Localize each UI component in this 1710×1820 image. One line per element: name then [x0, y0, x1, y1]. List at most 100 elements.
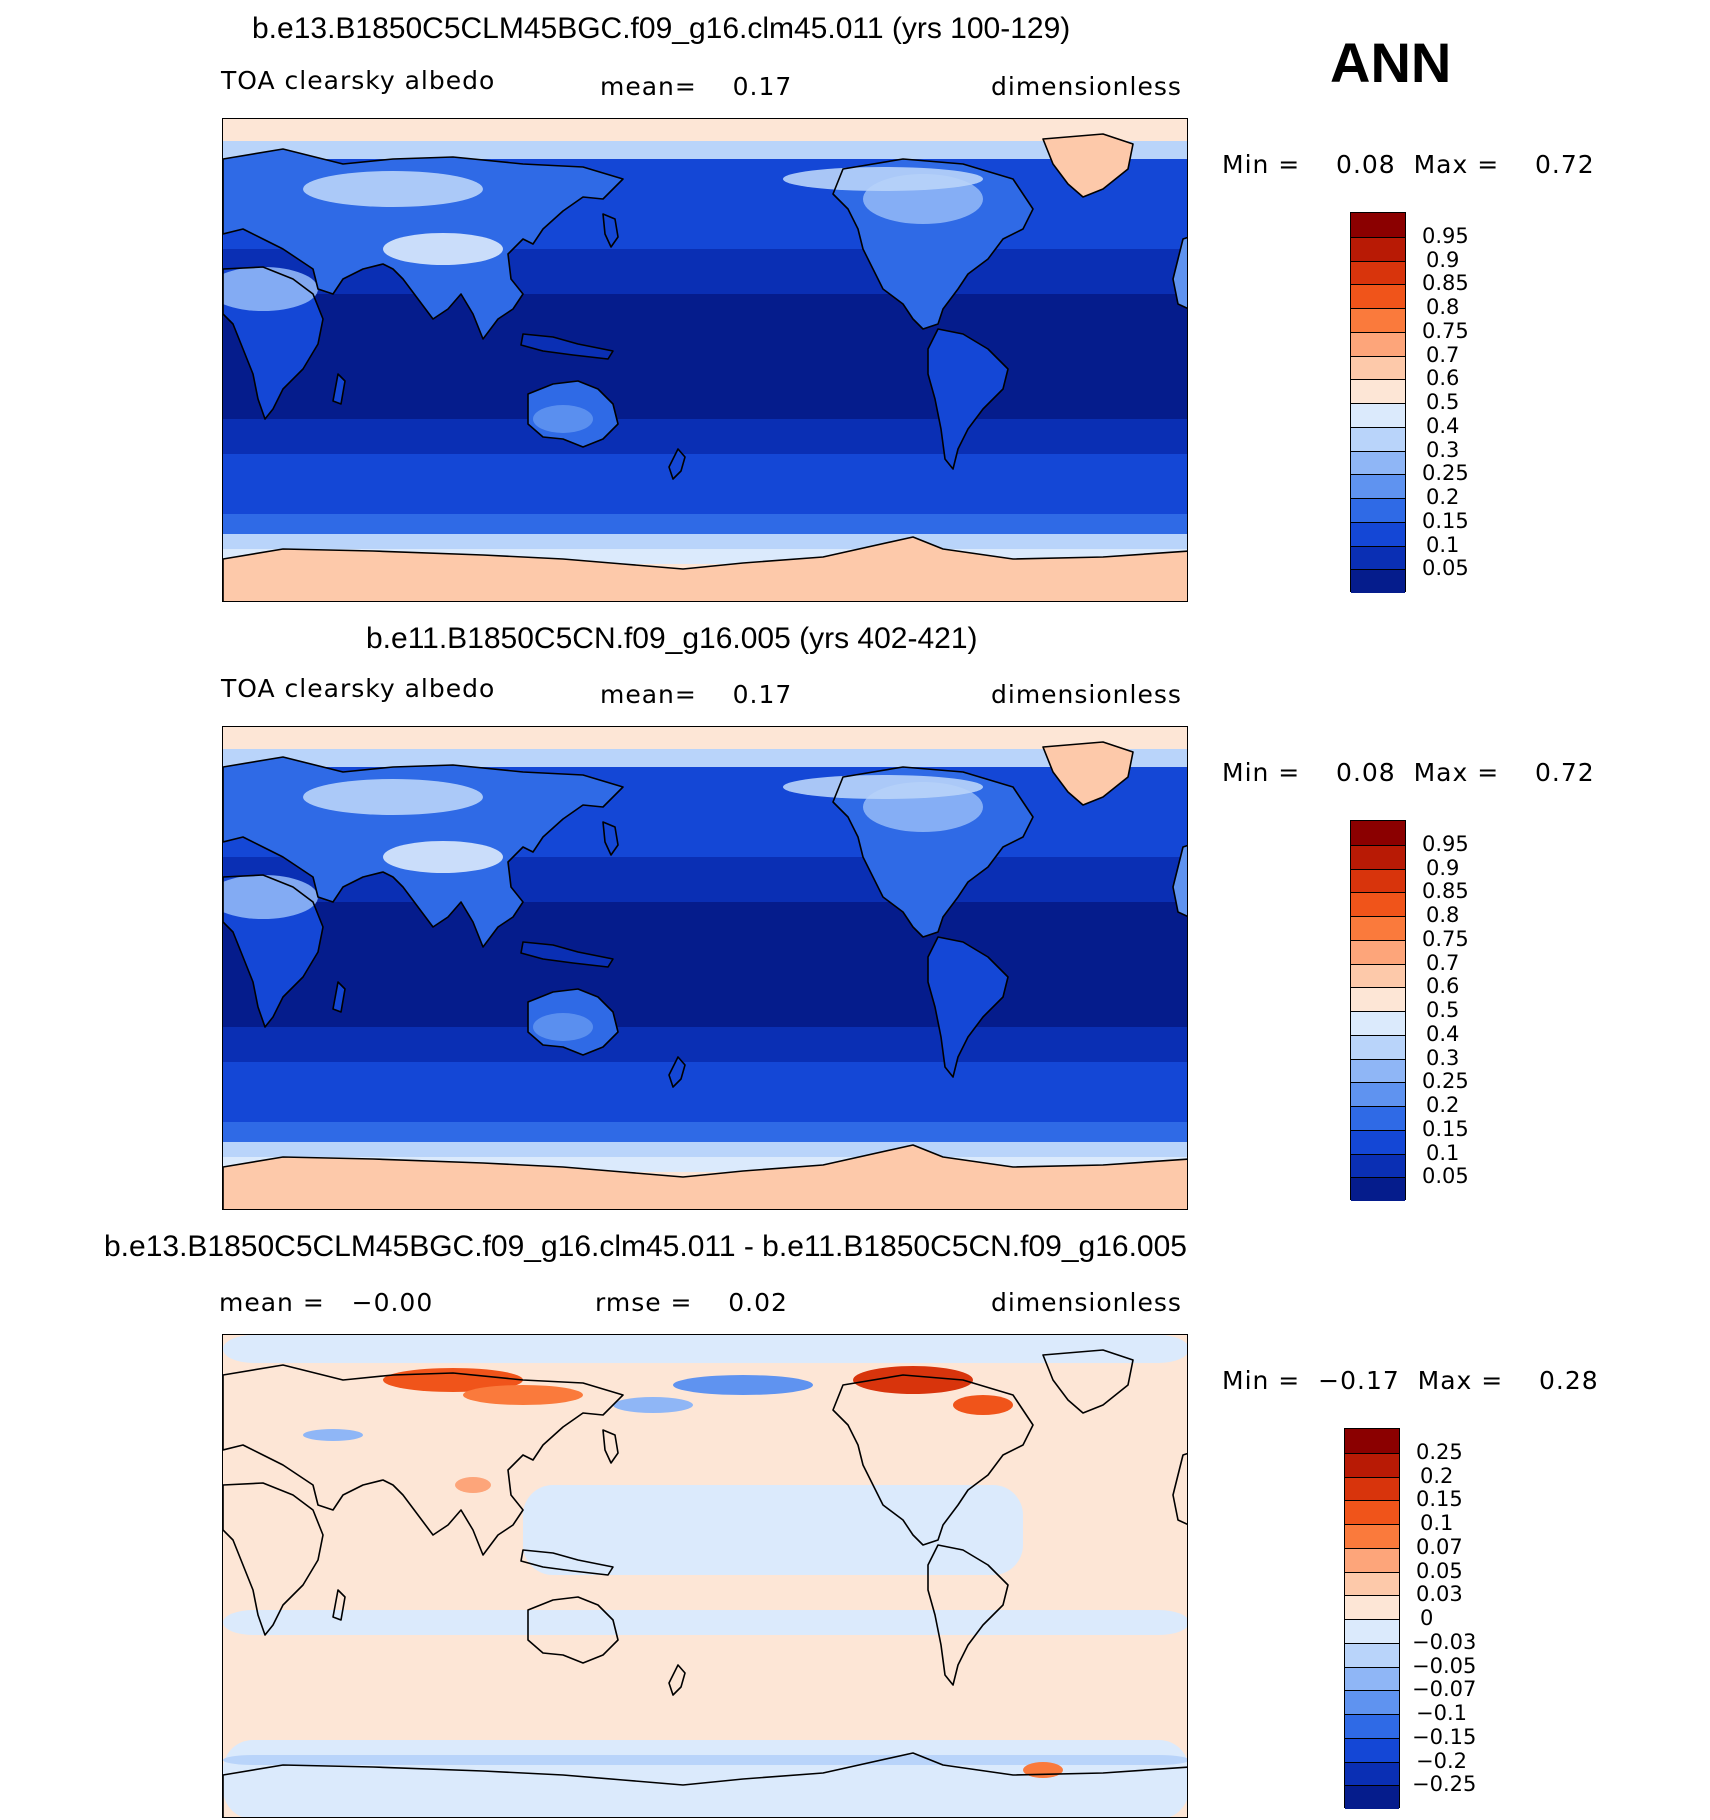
field-band: [223, 141, 1187, 159]
colorbar-tick-label: 0.5: [1426, 390, 1460, 414]
colorbar-swatch: [1351, 1106, 1405, 1130]
colorbar-swatch: [1351, 260, 1405, 285]
colorbar-tick-label: 0.95: [1422, 223, 1469, 248]
land-field-europe: [1173, 845, 1187, 917]
colorbar-swatch: [1351, 403, 1405, 427]
colorbar-tick-label: −0.2: [1416, 1748, 1467, 1773]
colorbar-tick-label: 0.1: [1426, 1140, 1460, 1165]
field-band: [223, 902, 1187, 1027]
colorbar-tick-label: 0.8: [1426, 295, 1460, 319]
field-patch: [223, 875, 318, 919]
coastline-japan: [602, 1429, 619, 1464]
colorbar-tick-label: 0.25: [1422, 461, 1469, 486]
land-field-japan: [603, 822, 618, 855]
colorbar-swatch: [1351, 545, 1405, 570]
colorbar-tick-label: 0.2: [1426, 485, 1460, 509]
colorbar-tick-label: 0.3: [1426, 437, 1460, 462]
colorbar-tick-label: 0.1: [1420, 1511, 1454, 1535]
panel-1-title: b.e13.B1850C5CLM45BGC.f09_g16.clm45.011 …: [252, 12, 1071, 45]
field-anomaly-negative: [303, 1429, 363, 1441]
panel-2-minmax: Min = 0.08 Max = 0.72: [1222, 758, 1595, 787]
colorbar-tick-label: 0.7: [1426, 342, 1460, 367]
coastline-indonesia: [520, 941, 614, 968]
colorbar-tick-label: −0.15: [1412, 1724, 1477, 1749]
coastline-africa: [223, 1482, 324, 1636]
field-band: [223, 727, 1187, 749]
colorbar-swatch: [1351, 284, 1405, 308]
land-field-antarctica: [223, 537, 1187, 601]
colorbar-swatch: [1345, 1571, 1399, 1596]
colorbar-tick-label: 0.05: [1416, 1558, 1463, 1583]
panel-3-mean-label: mean = −0.00: [219, 1288, 434, 1317]
coastline-africa: [223, 874, 324, 1028]
colorbar-swatch: [1351, 1129, 1405, 1154]
colorbar-swatch: [1345, 1429, 1399, 1453]
colorbar-tick-label: 0.1: [1426, 532, 1460, 557]
colorbar-swatch: [1345, 1452, 1399, 1477]
season-label: ANN: [1330, 31, 1452, 94]
colorbar-tick-label: 0.5: [1426, 998, 1460, 1022]
coastline-samerica: [927, 328, 1009, 470]
panel-1-units-label: dimensionless: [991, 72, 1182, 101]
coastline-madagascar: [332, 981, 346, 1013]
field-region: [523, 1485, 1023, 1575]
field-band: [223, 419, 1187, 454]
colorbar-swatch: [1345, 1524, 1399, 1548]
land-field-indonesia: [521, 334, 613, 359]
colorbar-swatch: [1345, 1785, 1399, 1809]
coastline-greenland: [1042, 741, 1134, 806]
panel-2-title: b.e11.B1850C5CN.f09_g16.005 (yrs 402-421…: [366, 622, 978, 655]
field-patch: [783, 775, 983, 799]
colorbar-swatch: [1345, 1714, 1399, 1738]
panel-3-title: b.e13.B1850C5CLM45BGC.f09_g16.clm45.011 …: [104, 1230, 1187, 1263]
land-field-greenland: [1043, 742, 1133, 805]
field-anomaly-negative: [673, 1375, 813, 1395]
coastline-europe: [1172, 1452, 1187, 1525]
colorbar-tick-label: 0.15: [1422, 1116, 1469, 1141]
land-field-antarctica: [223, 1145, 1187, 1209]
colorbar-swatch: [1351, 868, 1405, 893]
coastline-australia: [527, 1596, 619, 1664]
colorbar-tick-label: 0.25: [1416, 1439, 1463, 1464]
colorbar-tick-label: 0.05: [1422, 556, 1469, 581]
colorbar-tick-label: 0.07: [1416, 1534, 1463, 1559]
coastline-australia: [527, 380, 619, 448]
land-field-nz: [669, 449, 685, 479]
coastline-indonesia: [520, 1549, 614, 1576]
colorbar-swatch: [1351, 1177, 1405, 1201]
colorbar-swatch: [1351, 1034, 1405, 1059]
colorbar-swatch: [1351, 498, 1405, 522]
field-patch: [533, 1013, 593, 1041]
panel-2-colorbar: [1350, 820, 1406, 1201]
panel-3-rmse-label: rmse = 0.02: [595, 1288, 788, 1317]
colorbar-tick-label: 0.05: [1422, 1164, 1469, 1189]
colorbar-tick-label: −0.03: [1412, 1629, 1477, 1654]
map-field-svg: [223, 119, 1187, 601]
colorbar-tick-label: 0.85: [1422, 879, 1469, 904]
colorbar-swatch: [1351, 939, 1405, 964]
field-band: [223, 1142, 1187, 1157]
panel-2-variable-label: TOA clearsky albedo: [221, 674, 496, 703]
land-field-nz: [669, 1057, 685, 1087]
panel-3-colorbar: [1344, 1428, 1400, 1809]
colorbar-tick-label: 0.7: [1426, 950, 1460, 975]
land-field-indonesia: [521, 942, 613, 967]
field-region: [223, 1740, 1187, 1817]
coastline-greenland: [1042, 133, 1134, 198]
field-band: [223, 514, 1187, 534]
colorbar-tick-label: 0.9: [1426, 855, 1460, 880]
panel-1-variable-label: TOA clearsky albedo: [221, 66, 496, 95]
coastline-antarctica: [223, 1144, 1187, 1209]
colorbar-swatch: [1351, 450, 1405, 475]
coastline-japan: [602, 213, 619, 248]
field-region: [223, 1335, 1187, 1363]
panel-3-units-label: dimensionless: [991, 1288, 1182, 1317]
colorbar-tick-label: −0.25: [1412, 1772, 1477, 1797]
coastline-indonesia: [520, 333, 614, 360]
colorbar-swatch: [1351, 892, 1405, 916]
colorbar-swatch: [1351, 236, 1405, 261]
field-band: [223, 749, 1187, 767]
coastline-eurasia: [223, 756, 624, 948]
colorbar-swatch: [1351, 379, 1405, 403]
colorbar-tick-label: 0.03: [1416, 1582, 1463, 1607]
